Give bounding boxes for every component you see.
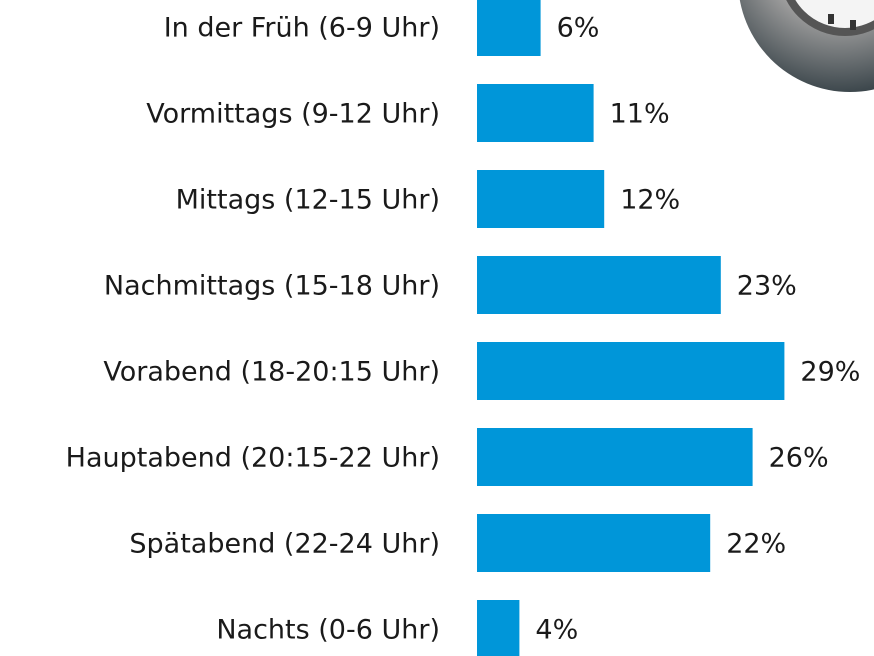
category-label: Vormittags (9-12 Uhr)	[146, 99, 440, 130]
bar	[477, 0, 541, 56]
bar	[477, 600, 519, 656]
value-label: 26%	[769, 443, 829, 474]
bar	[477, 428, 753, 486]
category-label: Mittags (12-15 Uhr)	[176, 185, 440, 216]
chart: In der Früh (6-9 Uhr) 6% Vormittags (9-12 …	[0, 0, 874, 656]
value-label: 23%	[737, 271, 797, 302]
value-label: 22%	[726, 529, 786, 560]
category-label: Nachts (0-6 Uhr)	[216, 615, 440, 646]
category-label: Vorabend (18-20:15 Uhr)	[103, 357, 440, 388]
value-label: 11%	[610, 99, 670, 130]
category-label: Spätabend (22-24 Uhr)	[129, 529, 440, 560]
category-label: In der Früh (6-9 Uhr)	[164, 13, 440, 44]
bar	[477, 170, 604, 228]
bar	[477, 84, 594, 142]
category-label: Hauptabend (20:15-22 Uhr)	[66, 443, 440, 474]
bar	[477, 256, 721, 314]
clock-image	[738, 0, 874, 92]
value-label: 12%	[620, 185, 680, 216]
value-label: 29%	[800, 357, 860, 388]
category-label: Nachmittags (15-18 Uhr)	[104, 271, 440, 302]
bar	[477, 342, 784, 400]
bar	[477, 514, 710, 572]
value-label: 4%	[535, 615, 578, 646]
value-label: 6%	[557, 13, 600, 44]
